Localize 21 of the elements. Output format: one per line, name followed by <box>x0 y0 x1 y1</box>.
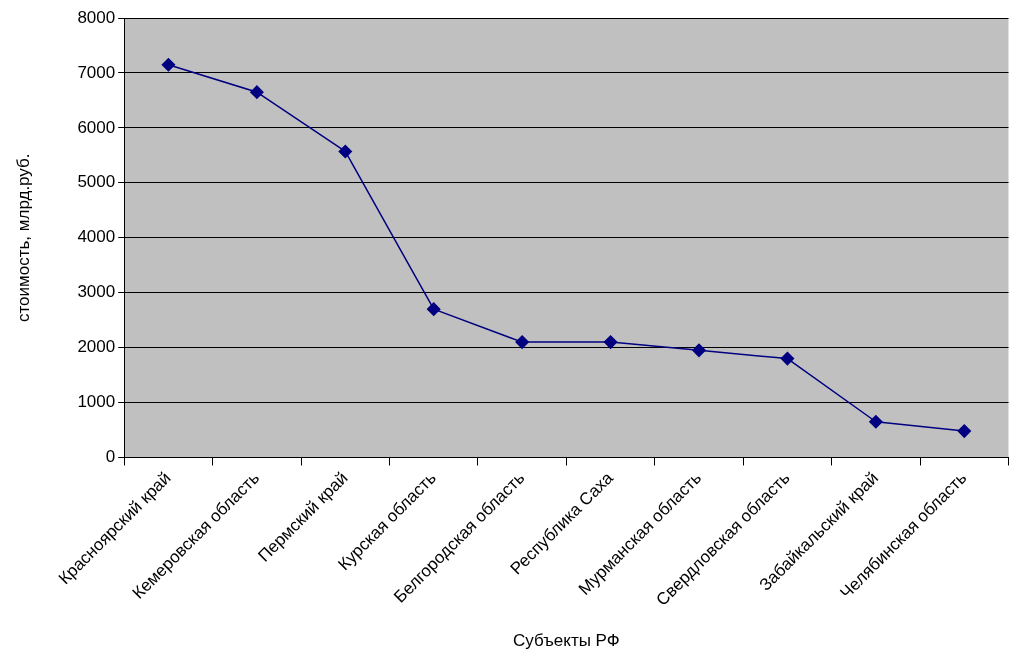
y-tick-label: 7000 <box>77 62 116 82</box>
x-axis-title: Субъекты РФ <box>513 631 620 651</box>
y-tick-label: 6000 <box>77 117 116 137</box>
y-tick-label: 2000 <box>77 337 116 357</box>
point <box>603 335 618 349</box>
y-axis-title: стоимость, млрд.руб. <box>13 153 33 322</box>
point <box>250 85 264 99</box>
y-tick-label: 4000 <box>77 227 116 247</box>
y-tick-label: 1000 <box>77 392 116 412</box>
y-tick-label: 5000 <box>77 172 116 192</box>
point <box>692 343 706 358</box>
y-tick-label: 8000 <box>77 7 116 27</box>
point <box>161 57 176 72</box>
point <box>426 302 441 316</box>
point <box>515 335 529 349</box>
point <box>869 415 883 429</box>
point <box>780 351 795 366</box>
y-tick-label: 3000 <box>77 282 116 302</box>
point <box>338 144 353 159</box>
y-tick-label: 0 <box>105 447 116 467</box>
point <box>957 424 972 438</box>
